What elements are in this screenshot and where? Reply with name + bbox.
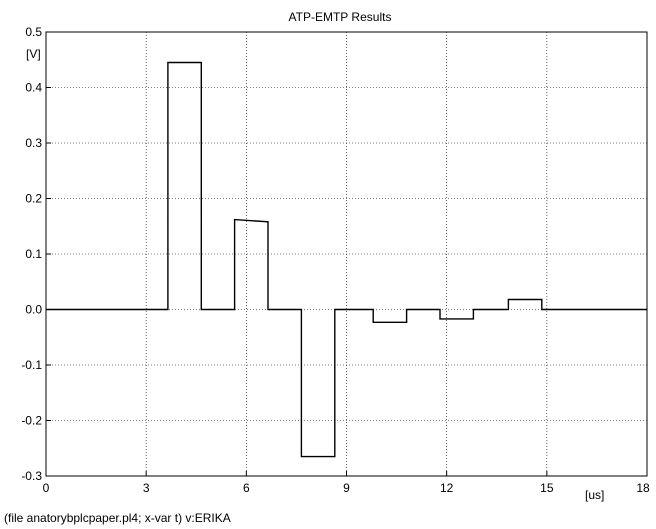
y-tick-label: -0.2 xyxy=(21,414,42,428)
y-tick-label: 0.1 xyxy=(25,247,42,261)
x-tick-label: 18 xyxy=(636,481,650,495)
x-axis-label: [us] xyxy=(585,488,604,502)
x-tick-label: 15 xyxy=(540,481,554,495)
x-tick-label: 9 xyxy=(343,481,350,495)
y-axis-label: [V] xyxy=(26,47,41,61)
x-axis: 0 3 6 9 12 15 18 xyxy=(43,471,650,495)
grid xyxy=(46,32,647,476)
y-tick-label: 0.4 xyxy=(25,81,42,95)
y-tick-label: -0.3 xyxy=(21,469,42,483)
x-tick-label: 3 xyxy=(143,481,150,495)
y-tick-label: 0.5 xyxy=(25,25,42,39)
y-tick-label: 0.2 xyxy=(25,192,42,206)
y-tick-label: -0.1 xyxy=(21,358,42,372)
y-axis: 0.5 0.4 0.3 0.2 0.1 0.0 -0.1 -0.2 -0.3 xyxy=(21,25,51,483)
series-group xyxy=(46,61,647,458)
y-tick-label: 0.0 xyxy=(25,303,42,317)
y-tick-label: 0.3 xyxy=(25,136,42,150)
x-tick-label: 0 xyxy=(43,481,50,495)
x-tick-label: 12 xyxy=(440,481,454,495)
chart-title: ATP-EMTP Results xyxy=(289,10,392,24)
x-tick-label: 6 xyxy=(243,481,250,495)
series-line xyxy=(46,61,647,458)
footer-caption: (file anatorybplcpaper.pl4; x-var t) v:E… xyxy=(4,511,231,525)
